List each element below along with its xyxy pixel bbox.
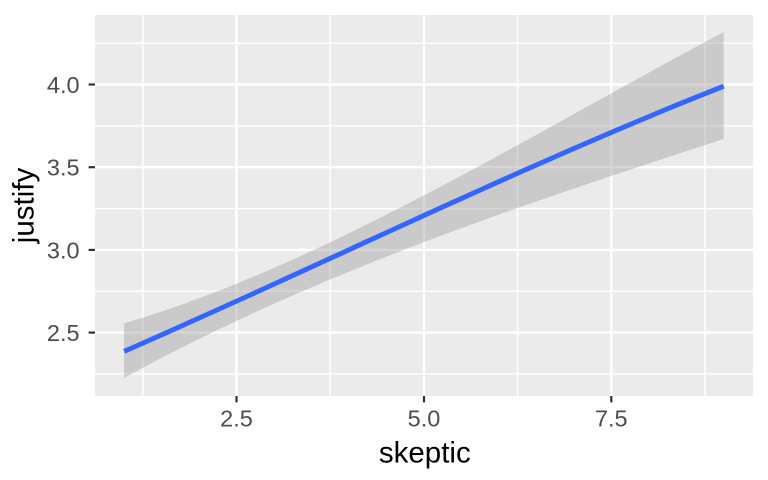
svg-text:skeptic: skeptic — [379, 436, 471, 469]
svg-text:2.5: 2.5 — [220, 405, 253, 431]
svg-text:3.5: 3.5 — [47, 155, 80, 181]
svg-text:3.0: 3.0 — [47, 237, 80, 263]
svg-text:justify: justify — [8, 168, 41, 245]
svg-text:2.5: 2.5 — [47, 320, 80, 346]
svg-text:5.0: 5.0 — [408, 405, 441, 431]
svg-text:4.0: 4.0 — [47, 72, 80, 98]
svg-text:7.5: 7.5 — [595, 405, 628, 431]
